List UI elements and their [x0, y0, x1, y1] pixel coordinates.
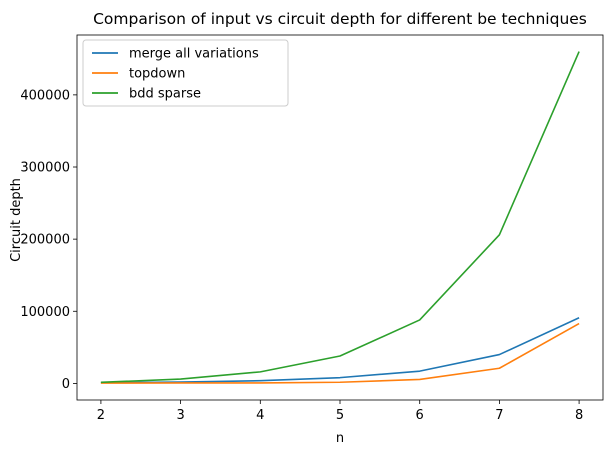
x-tick-label: 3 [176, 408, 184, 423]
legend: merge all variations topdown bdd sparse [82, 39, 289, 107]
y-tick-label: 100000 [20, 305, 70, 320]
y-tick-label: 0 [62, 377, 70, 392]
x-tick-label: 7 [495, 408, 503, 423]
chart-title: Comparison of input vs circuit depth for… [93, 10, 587, 28]
legend-label-1: topdown [129, 67, 185, 82]
plot-area: 2 3 4 5 6 7 8 0 100000 200000 300000 400000 [20, 34, 604, 423]
legend-box [82, 39, 289, 107]
x-tick-label: 5 [336, 408, 344, 423]
y-axis-label: Circuit depth [9, 178, 24, 262]
series-line-1 [100, 322, 580, 384]
y-tick-label: 400000 [20, 88, 70, 103]
legend-label-2: bdd sparse [129, 87, 201, 102]
y-tick-label: 300000 [20, 161, 70, 176]
x-tick-label: 2 [97, 408, 105, 423]
series-line-0 [100, 317, 580, 384]
x-axis-label: n [336, 431, 344, 446]
series-line-2 [100, 51, 580, 384]
x-tick-label: 4 [256, 408, 264, 423]
x-tick-label: 6 [416, 408, 424, 423]
x-tick-label: 8 [575, 408, 583, 423]
legend-label-0: merge all variations [129, 47, 259, 62]
y-tick-label: 200000 [20, 233, 70, 248]
